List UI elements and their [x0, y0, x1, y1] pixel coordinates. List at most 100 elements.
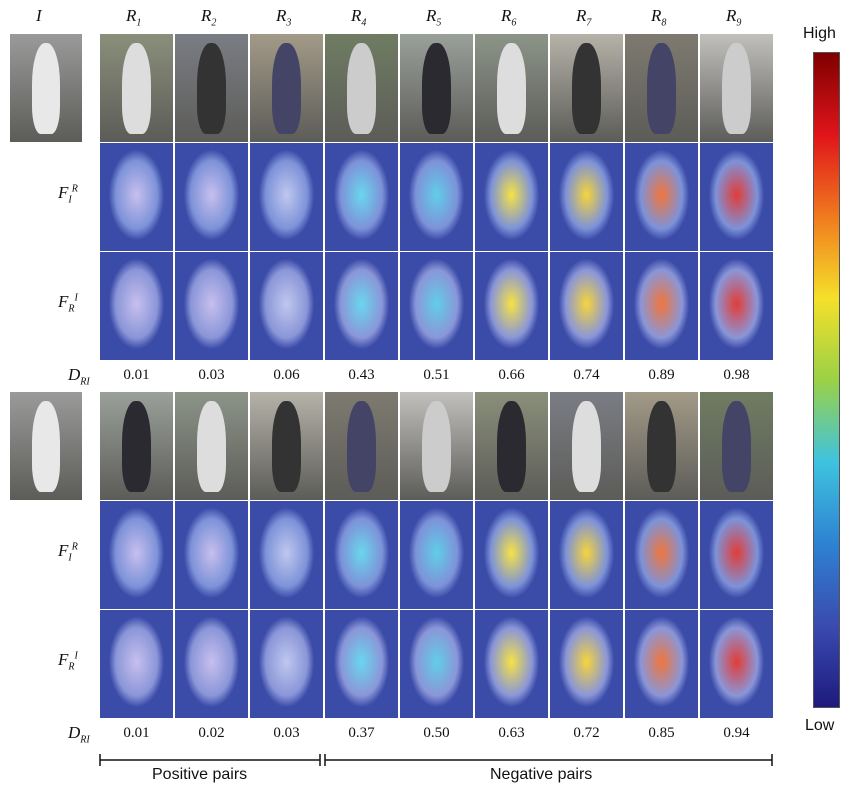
negative-label: Negative pairs: [490, 766, 592, 784]
query-image: [10, 392, 82, 500]
label-part: 7: [586, 17, 591, 28]
distance-value: 0.72: [550, 725, 623, 742]
heatmap: [700, 143, 773, 251]
heatmap: [325, 501, 398, 609]
gallery-image: [700, 392, 773, 500]
gallery-image: [100, 392, 173, 500]
label-part: R: [351, 6, 361, 25]
person: [497, 43, 526, 135]
label-part: R: [651, 6, 661, 25]
heatmap: [625, 610, 698, 718]
distance-label: DRI: [68, 723, 90, 745]
person: [32, 43, 61, 135]
column-label: R6: [501, 6, 516, 28]
label-part: 8: [661, 17, 666, 28]
label-part: R: [68, 661, 74, 672]
distance-value: 0.01: [100, 367, 173, 384]
label-part: 3: [286, 17, 291, 28]
column-label: R4: [351, 6, 366, 28]
heatmap: [175, 501, 248, 609]
person: [572, 43, 601, 135]
column-label: R8: [651, 6, 666, 28]
heatmap: [175, 610, 248, 718]
colorbar-low: Low: [805, 717, 834, 735]
heatmap: [475, 143, 548, 251]
distance-value: 0.01: [100, 725, 173, 742]
label-part: 1: [136, 17, 141, 28]
label-part: 2: [211, 17, 216, 28]
distance-value: 0.03: [250, 725, 323, 742]
distance-value: 0.06: [250, 367, 323, 384]
heatmap: [175, 143, 248, 251]
heatmap: [625, 143, 698, 251]
label-part: R: [72, 541, 78, 552]
label-part: R: [576, 6, 586, 25]
heatmap: [700, 252, 773, 360]
label-part: 6: [511, 17, 516, 28]
heatmap: [550, 610, 623, 718]
person: [572, 401, 601, 493]
distance-value: 0.66: [475, 367, 548, 384]
gallery-image: [475, 34, 548, 142]
distance-value: 0.37: [325, 725, 398, 742]
person: [647, 43, 676, 135]
distance-value: 0.98: [700, 367, 773, 384]
positive-label: Positive pairs: [152, 766, 247, 784]
gallery-image: [325, 392, 398, 500]
gallery-image: [250, 34, 323, 142]
gallery-image: [400, 392, 473, 500]
colorbar: [813, 52, 840, 708]
person: [647, 401, 676, 493]
gallery-image: [325, 34, 398, 142]
distance-value: 0.74: [550, 367, 623, 384]
heatmap: [475, 252, 548, 360]
label-part: R: [426, 6, 436, 25]
label-part: D: [68, 723, 80, 742]
label-part: 9: [736, 17, 741, 28]
gallery-image: [625, 392, 698, 500]
row-label: FRI: [58, 650, 78, 672]
column-label: R3: [276, 6, 291, 28]
heatmap: [250, 143, 323, 251]
column-label: R1: [126, 6, 141, 28]
person: [272, 401, 301, 493]
person: [122, 401, 151, 493]
distance-value: 0.85: [625, 725, 698, 742]
person: [497, 401, 526, 493]
label-part: RI: [80, 376, 89, 387]
label-part: F: [58, 292, 68, 311]
heatmap: [325, 143, 398, 251]
label-part: I: [68, 194, 71, 205]
label-part: F: [58, 650, 68, 669]
label-part: I: [75, 650, 78, 661]
person: [422, 43, 451, 135]
label-part: R: [201, 6, 211, 25]
heatmap: [625, 252, 698, 360]
heatmap: [550, 252, 623, 360]
person: [197, 43, 226, 135]
person: [197, 401, 226, 493]
person: [32, 401, 61, 493]
gallery-image: [550, 34, 623, 142]
label-part: 4: [361, 17, 366, 28]
heatmap: [325, 252, 398, 360]
heatmap: [325, 610, 398, 718]
person: [722, 401, 751, 493]
heatmap: [550, 143, 623, 251]
distance-value: 0.94: [700, 725, 773, 742]
gallery-image: [475, 392, 548, 500]
heatmap: [475, 610, 548, 718]
label-part: R: [276, 6, 286, 25]
distance-value: 0.43: [325, 367, 398, 384]
label-part: R: [726, 6, 736, 25]
label-part: 5: [436, 17, 441, 28]
heatmap: [400, 252, 473, 360]
label-part: R: [501, 6, 511, 25]
column-label: R7: [576, 6, 591, 28]
heatmap: [100, 501, 173, 609]
person: [347, 43, 376, 135]
heatmap: [700, 610, 773, 718]
gallery-image: [550, 392, 623, 500]
label-part: RI: [80, 734, 89, 745]
person: [422, 401, 451, 493]
